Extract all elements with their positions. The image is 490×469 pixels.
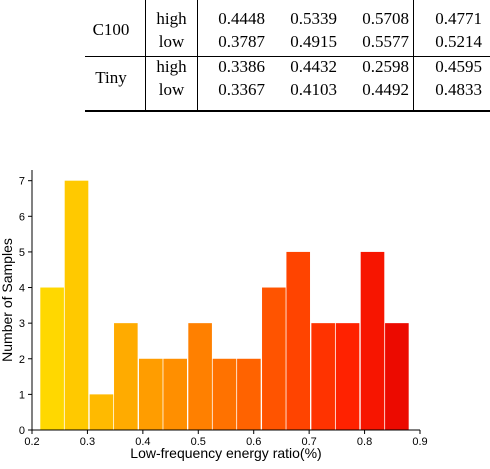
x-axis-label: Low-frequency energy ratio(%) [130,445,321,461]
table-cell: 0.3787 [218,32,265,51]
table-cell: 0.3386 [218,57,265,76]
table-cell: 0.4595 [435,57,482,76]
x-tick-label: 0.9 [412,436,427,448]
y-tick-label: 7 [19,176,25,188]
row-label: high [156,57,187,76]
x-tick-label: 0.3 [80,436,95,448]
y-tick-label: 5 [19,247,25,259]
y-tick-label: 2 [19,354,25,366]
group-name: Tiny [95,68,127,87]
x-tick-label: 0.8 [357,436,372,448]
histogram-bar [40,287,64,430]
y-tick-label: 3 [19,318,25,330]
histogram-bar [335,323,360,430]
table-vrule-3 [413,0,414,110]
histogram-bar [64,180,89,430]
x-tick-label: 0.7 [301,436,316,448]
histogram-svg: 0.2 0.3 0.4 0.5 0.6 0.7 0.8 0.9 0 1 2 3 4 5 6 7 Low-fre… [0,170,428,461]
y-axis-label: Number of Samples [0,238,15,362]
table-group-rule [85,56,490,57]
table-cell: 0.5339 [290,9,337,28]
table-cell: 0.5577 [362,32,409,51]
x-tick-label: 0.4 [135,436,150,448]
table-vrule-2 [197,0,198,110]
table-cell: 0.5708 [362,9,409,28]
histogram-bar [360,251,385,430]
histogram-bar [188,323,212,430]
table-vrule-1 [145,0,146,110]
row-label: high [156,9,187,28]
histogram-bar [286,251,311,430]
x-tick-label: 0.2 [24,436,39,448]
table-cell: 0.4771 [435,9,482,28]
row-label: low [158,80,185,99]
table-cell: 0.2598 [362,57,409,76]
histogram-bar [114,323,138,430]
histogram-bar [138,358,163,430]
histogram-chart: 0.2 0.3 0.4 0.5 0.6 0.7 0.8 0.9 0 1 2 3 4 5 6 7 Low-fre… [0,160,490,464]
table-cell: 0.4432 [290,57,337,76]
y-tick-label: 4 [19,283,25,295]
histogram-bar [163,358,187,430]
x-tick-label: 0.6 [246,436,261,448]
table-cell: 0.4492 [362,80,409,99]
row-label: low [158,32,185,51]
table-cell: 0.4915 [290,32,337,51]
histogram-bar [385,323,409,430]
histogram-bar [237,358,261,430]
table-cell: 0.4448 [218,9,265,28]
histogram-bar [89,394,114,430]
histogram-bar [311,323,335,430]
histogram-bar [212,358,237,430]
results-table: C100 high low 0.4448 0.5339 0.5708 0.477… [0,0,490,115]
histogram-bars [40,180,409,430]
y-tick-label: 0 [19,425,25,437]
histogram-bar [262,287,286,430]
y-tick-label: 1 [19,389,25,401]
table-cell: 0.5214 [435,32,482,51]
table-bottom-rule [85,110,490,112]
group-name: C100 [92,20,130,39]
axis-ticks: 0.2 0.3 0.4 0.5 0.6 0.7 0.8 0.9 0 1 2 3 4 5 6 7 [19,176,428,448]
table-cell: 0.4833 [435,80,482,99]
y-tick-label: 6 [19,211,25,223]
table-cell: 0.3367 [218,80,265,99]
table-cell: 0.4103 [290,80,337,99]
x-tick-label: 0.5 [191,436,206,448]
